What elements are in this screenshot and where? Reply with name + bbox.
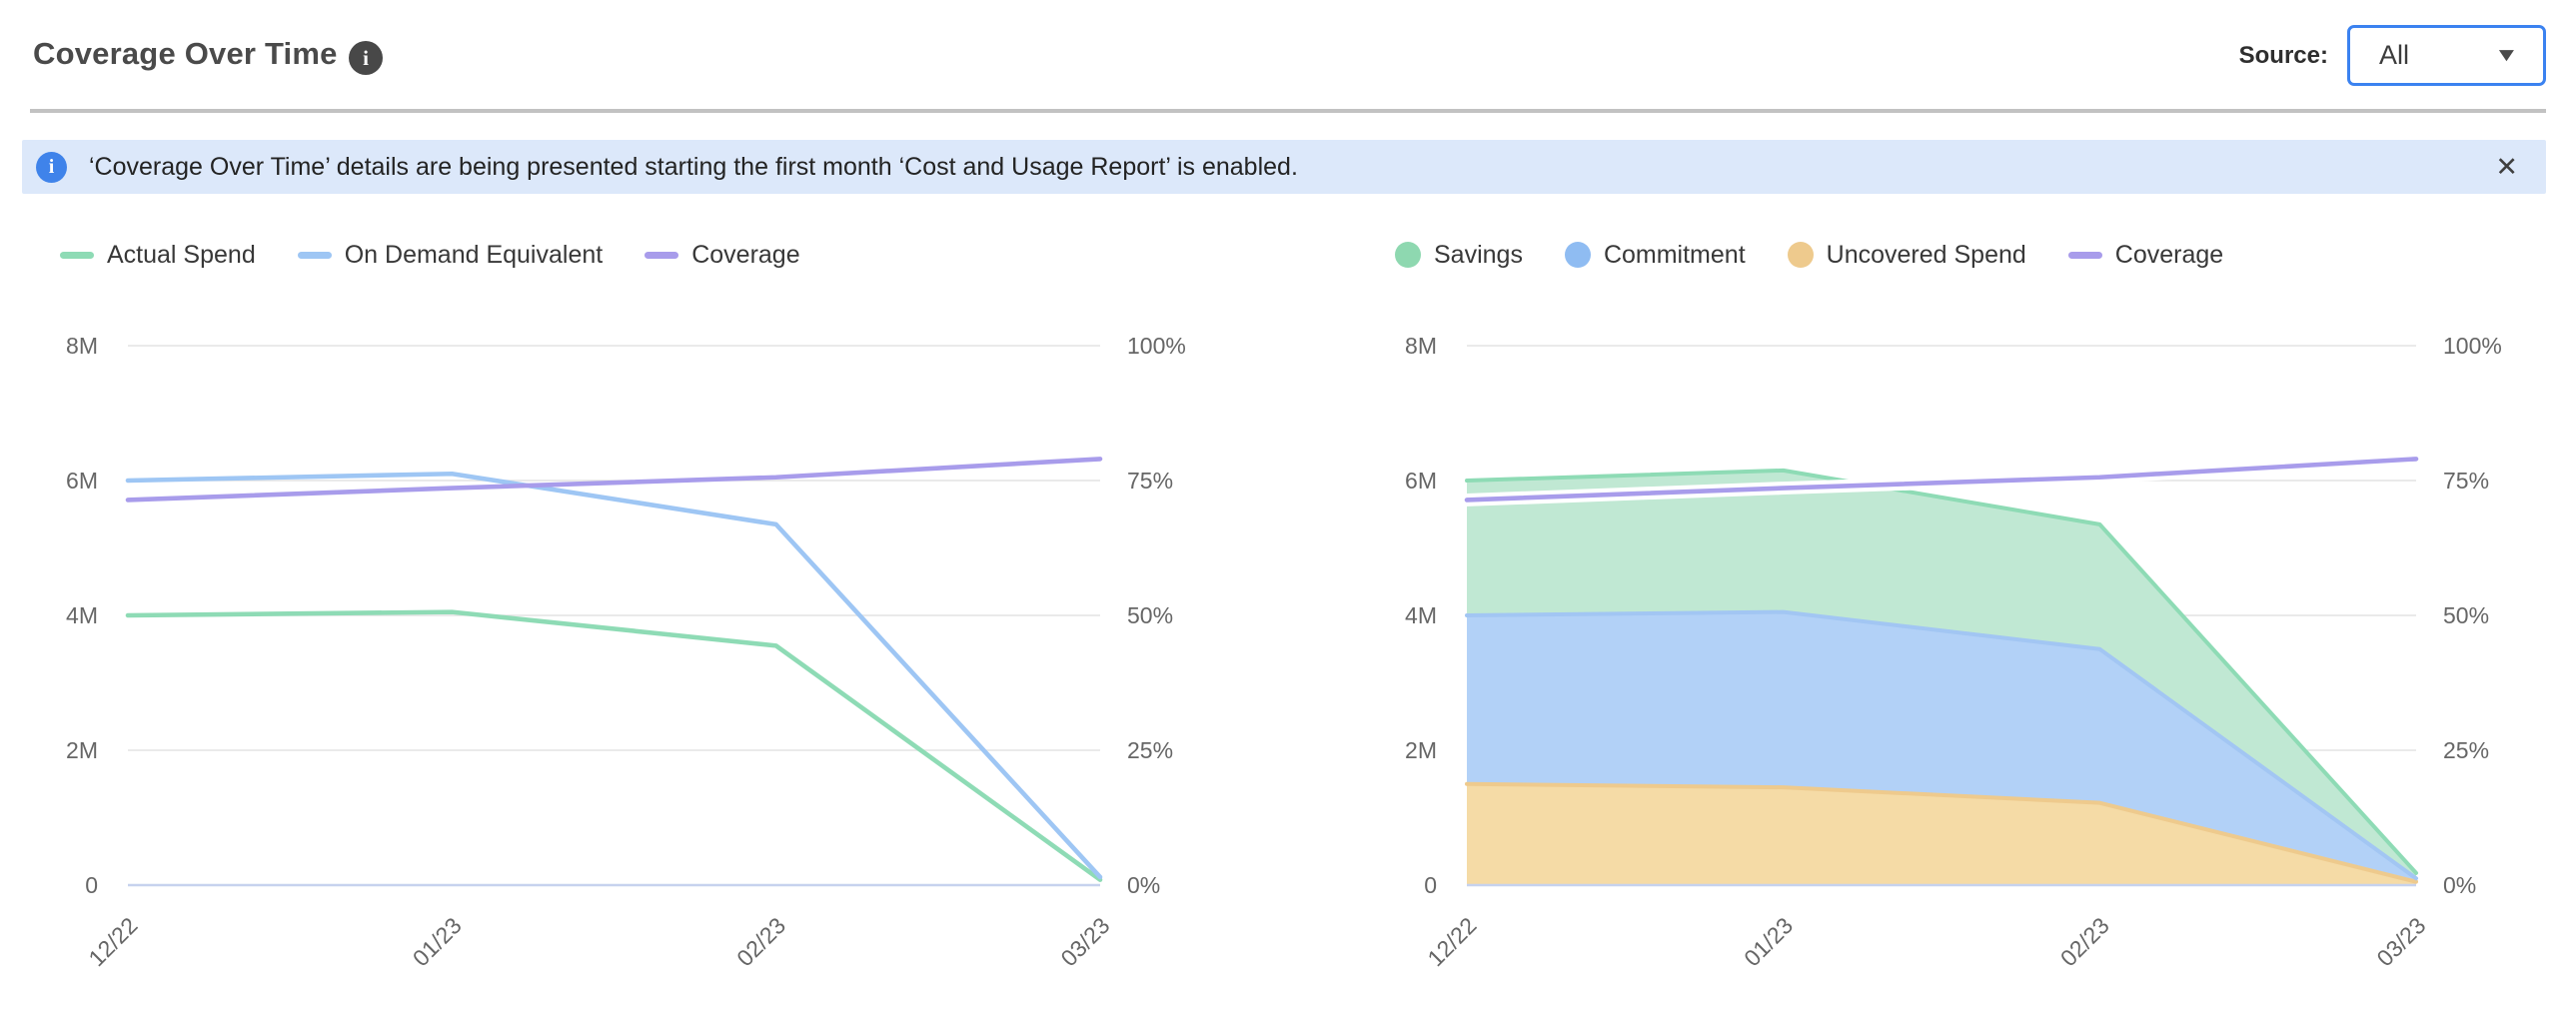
legend-item-on-demand-equivalent[interactable]: On Demand Equivalent [297, 240, 604, 270]
legend-item-coverage[interactable]: Coverage [2067, 240, 2224, 270]
svg-text:75%: 75% [1127, 468, 1173, 494]
area-Savings [1467, 470, 2416, 879]
line-series [125, 457, 1103, 882]
legend-item-savings[interactable]: Savings [1395, 241, 1523, 270]
legend-label: On Demand Equivalent [344, 240, 604, 269]
area-fills [1467, 470, 2416, 885]
svg-text:50%: 50% [2443, 602, 2489, 628]
series-Coverage [1464, 457, 2419, 503]
legend-marker [1395, 242, 1421, 268]
source-control: Source: All ▼ [2239, 25, 2546, 86]
y-axis-right-labels: 0% 25% 50% 75% 100% [2443, 333, 2502, 898]
svg-text:100%: 100% [1127, 333, 1186, 359]
svg-text:0%: 0% [1127, 872, 1160, 898]
series-Coverage [125, 457, 1103, 503]
legend-marker [2067, 251, 2102, 259]
legend-marker [1787, 242, 1814, 268]
svg-text:0%: 0% [2443, 872, 2476, 898]
svg-text:8M: 8M [1405, 333, 1437, 359]
legend-item-actual-spend[interactable]: Actual Spend [60, 241, 256, 270]
right-chart-legend: Savings Commitment Uncovered Spend Coverage [1395, 240, 2223, 270]
legend-label: Uncovered Spend [1826, 240, 2026, 269]
info-icon-glyph: i [363, 45, 369, 70]
legend-label: Actual Spend [107, 240, 256, 269]
svg-text:100%: 100% [2443, 333, 2502, 359]
svg-text:03/23: 03/23 [2371, 912, 2430, 971]
legend-item-uncovered-spend[interactable]: Uncovered Spend [1787, 240, 2026, 270]
legend-label: Coverage [2114, 240, 2224, 269]
svg-text:8M: 8M [66, 333, 98, 359]
source-dropdown-value: All [2379, 40, 2410, 70]
series-Actual Spend [125, 609, 1103, 882]
svg-text:0: 0 [85, 872, 98, 898]
series-On Demand Equivalent [125, 471, 1103, 880]
svg-text:6M: 6M [66, 468, 98, 494]
source-label: Source: [2238, 41, 2328, 69]
svg-text:2M: 2M [66, 737, 98, 763]
banner-text: ‘Coverage Over Time’ details are being p… [89, 152, 1298, 181]
svg-text:4M: 4M [66, 602, 98, 628]
info-banner: i ‘Coverage Over Time’ details are being… [22, 140, 2546, 194]
legend-marker [297, 251, 332, 259]
close-icon[interactable]: ✕ [2495, 151, 2518, 182]
area-Uncovered Spend [1467, 783, 2416, 885]
legend-item-commitment[interactable]: Commitment [1564, 240, 1746, 270]
source-dropdown[interactable]: All ▼ [2347, 25, 2546, 86]
area-top-edges [1465, 468, 2418, 884]
x-axis-labels: 12/22 01/23 02/23 03/23 [1422, 912, 2430, 971]
legend-marker [60, 251, 94, 259]
header-divider [30, 109, 2546, 113]
area-Commitment [1467, 611, 2416, 882]
svg-text:12/22: 12/22 [1422, 912, 1481, 971]
line-series [1460, 452, 2423, 507]
svg-text:01/23: 01/23 [408, 912, 467, 971]
info-icon: i [36, 151, 67, 183]
svg-text:50%: 50% [1127, 602, 1173, 628]
spend-lines-chart[interactable]: 0 2M 4M 6M 8M 0% 25% 50% 75% 100% 12/22 01/23 02/23 0… [40, 328, 1249, 1015]
svg-text:4M: 4M [1405, 602, 1437, 628]
svg-text:12/22: 12/22 [83, 912, 142, 971]
y-axis-right-labels: 0% 25% 50% 75% 100% [1127, 333, 1186, 898]
svg-text:02/23: 02/23 [731, 912, 790, 971]
gridlines [128, 345, 1100, 751]
page-title: Coverage Over Time [33, 36, 338, 71]
legend-label: Coverage [691, 240, 800, 269]
svg-text:0: 0 [1424, 872, 1437, 898]
svg-text:6M: 6M [1405, 468, 1437, 494]
savings-stacked-area-chart[interactable]: 0 2M 4M 6M 8M 0% 25% 50% 75% 100% 12/22 01/23 02/23 0… [1379, 328, 2576, 1015]
info-icon[interactable]: i [349, 41, 383, 75]
legend-label: Savings [1434, 240, 1523, 269]
svg-text:25%: 25% [1127, 737, 1173, 763]
svg-text:25%: 25% [2443, 737, 2489, 763]
legend-marker [1564, 242, 1591, 268]
y-axis-left-labels: 0 2M 4M 6M 8M [1405, 333, 1437, 898]
svg-text:2M: 2M [1405, 737, 1437, 763]
svg-text:02/23: 02/23 [2055, 912, 2114, 971]
x-axis-labels: 12/22 01/23 02/23 03/23 [83, 912, 1114, 971]
svg-text:01/23: 01/23 [1739, 912, 1798, 971]
chevron-down-icon: ▼ [2493, 44, 2520, 66]
legend-marker [644, 251, 679, 259]
legend-item-coverage[interactable]: Coverage [644, 240, 800, 270]
svg-text:75%: 75% [2443, 468, 2489, 494]
svg-text:03/23: 03/23 [1055, 912, 1114, 971]
legend-label: Commitment [1603, 240, 1746, 269]
y-axis-left-labels: 0 2M 4M 6M 8M [66, 333, 98, 898]
left-chart-legend: Actual Spend On Demand Equivalent Coverage [60, 240, 800, 270]
